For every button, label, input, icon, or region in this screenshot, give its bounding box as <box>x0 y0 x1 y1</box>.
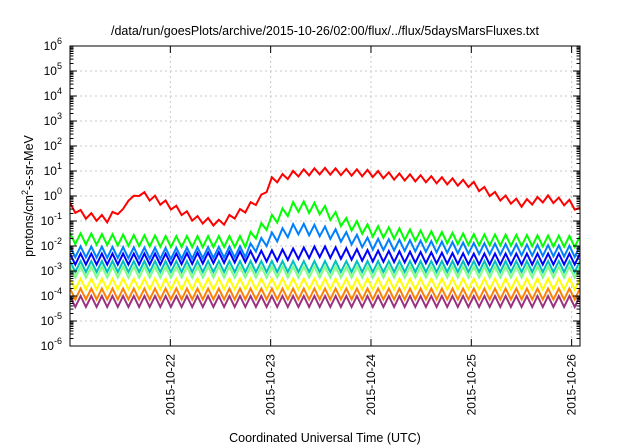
y-tick-label: 10-5 <box>41 311 62 328</box>
x-tick-label: 2015-10-25 <box>464 354 478 416</box>
y-axis-label: protons/cm2-s-sr-MeV <box>20 134 36 256</box>
series-line-3 <box>70 221 580 262</box>
y-axis-tick-labels: 10-6 10-5 10-4 10-3 10-2 10-1 100 101 102 103 104 1… <box>41 36 62 353</box>
x-tick-label: 2015-10-24 <box>364 354 378 416</box>
y-tick-label: 10-1 <box>41 211 62 228</box>
series-line-6 <box>70 264 580 280</box>
series-line-4 <box>70 244 580 267</box>
series-line-5 <box>70 258 580 275</box>
y-tick-label: 101 <box>44 161 62 178</box>
y-tick-label: 102 <box>44 136 62 153</box>
y-tick-label: 10-6 <box>41 336 62 353</box>
x-tick-label: 2015-10-26 <box>565 354 579 416</box>
y-tick-label: 10-3 <box>41 261 62 278</box>
y-tick-label: 104 <box>44 86 62 103</box>
series-line-8 <box>70 286 580 302</box>
chart-title: /data/run/goesPlots/archive/2015-10-26/0… <box>111 24 540 38</box>
axis-ticks <box>70 45 580 347</box>
y-tick-label: 10-4 <box>41 286 62 303</box>
x-axis-tick-labels: 2015-10-22 2015-10-23 2015-10-24 2015-10-25… <box>163 354 578 416</box>
plot-area <box>70 166 580 310</box>
series-line-7 <box>70 276 580 292</box>
y-tick-label: 10-2 <box>41 236 62 253</box>
x-tick-label: 2015-10-22 <box>163 354 177 416</box>
y-tick-label: 100 <box>44 186 62 203</box>
series-line-1 <box>70 166 580 228</box>
series-line-2 <box>70 199 580 250</box>
x-axis-label: Coordinated Universal Time (UTC) <box>229 431 421 445</box>
y-tick-label: 105 <box>44 61 62 78</box>
y-tick-label: 106 <box>44 36 62 53</box>
y-tick-label: 103 <box>44 111 62 128</box>
x-tick-label: 2015-10-23 <box>264 354 278 416</box>
series-line-9 <box>70 293 580 310</box>
